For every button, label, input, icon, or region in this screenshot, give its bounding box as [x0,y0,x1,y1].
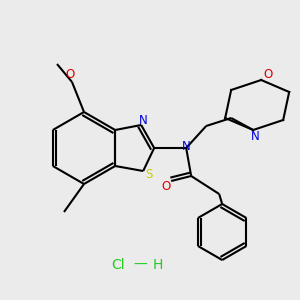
Text: N: N [182,140,190,154]
Text: O: O [264,68,273,82]
Text: —: — [133,258,147,272]
Text: Cl: Cl [111,258,125,272]
Text: O: O [65,68,75,80]
Text: N: N [251,130,260,143]
Text: O: O [162,179,171,193]
Text: N: N [139,113,148,127]
Text: H: H [153,258,163,272]
Text: S: S [146,169,153,182]
